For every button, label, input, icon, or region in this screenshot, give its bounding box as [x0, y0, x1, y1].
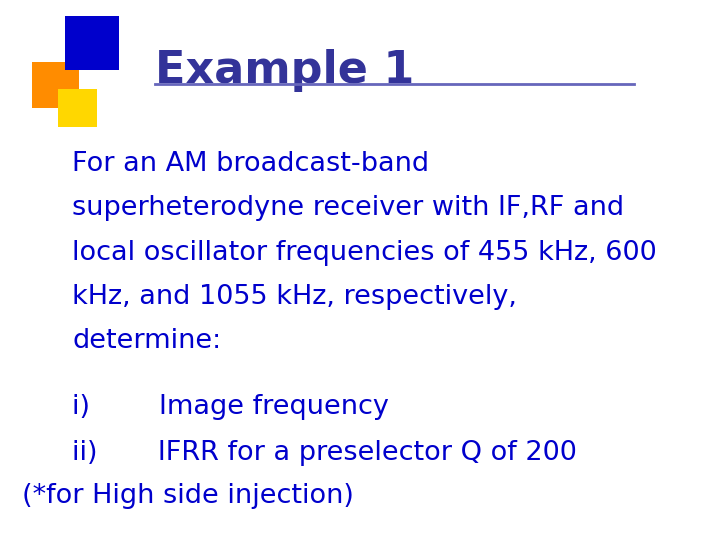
Text: determine:: determine: — [72, 328, 221, 354]
Text: Example 1: Example 1 — [155, 49, 414, 92]
Text: For an AM broadcast-band: For an AM broadcast-band — [72, 151, 429, 177]
Text: (*for High side injection): (*for High side injection) — [22, 483, 354, 509]
Bar — [58, 89, 97, 127]
Text: kHz, and 1055 kHz, respectively,: kHz, and 1055 kHz, respectively, — [72, 284, 517, 310]
Bar — [32, 62, 79, 108]
Text: i)        Image frequency: i) Image frequency — [72, 394, 389, 420]
Text: local oscillator frequencies of 455 kHz, 600: local oscillator frequencies of 455 kHz,… — [72, 240, 657, 266]
Text: superheterodyne receiver with IF,RF and: superheterodyne receiver with IF,RF and — [72, 195, 624, 221]
Text: ii)       IFRR for a preselector Q of 200: ii) IFRR for a preselector Q of 200 — [72, 440, 577, 466]
Bar — [65, 16, 119, 70]
